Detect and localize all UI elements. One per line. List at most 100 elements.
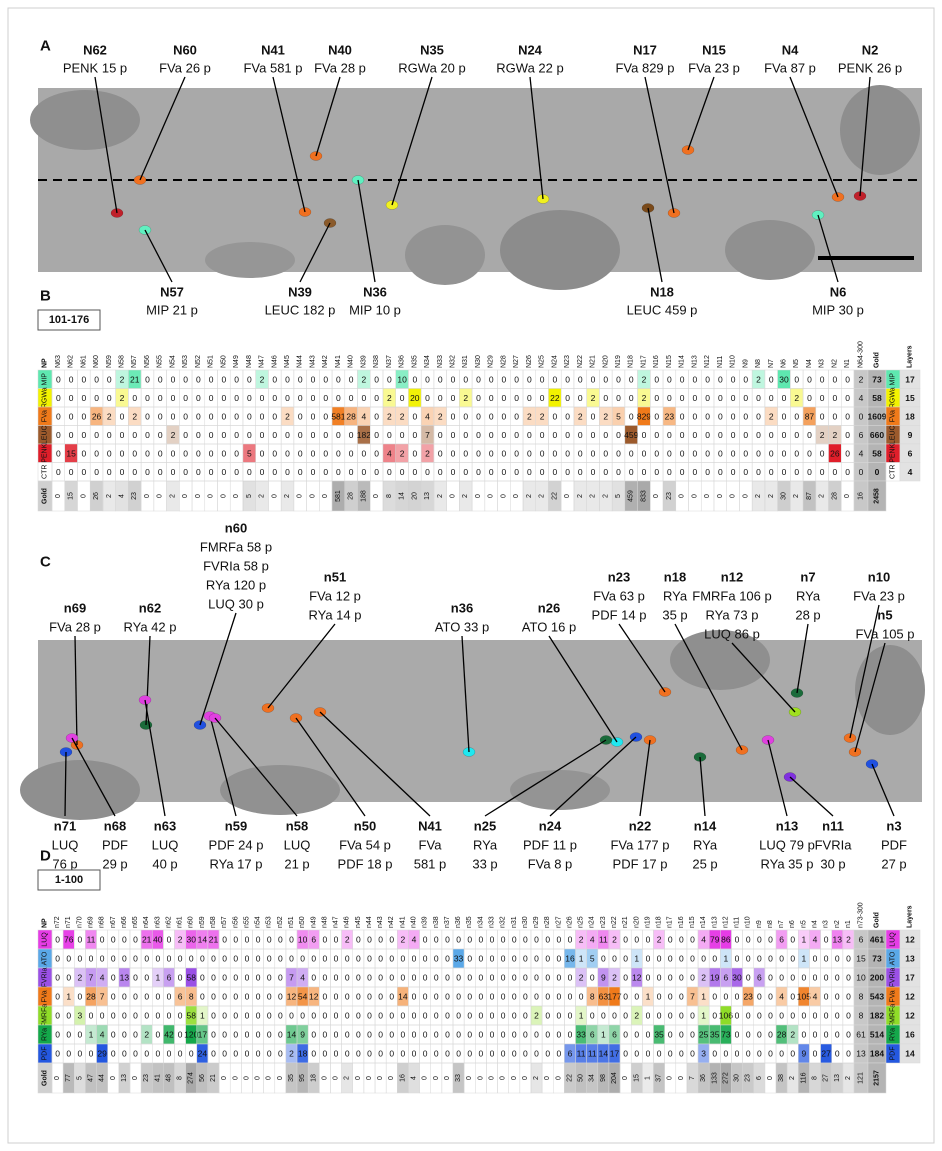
heat-cell-text: 0 bbox=[756, 393, 761, 403]
heat-cell-text: 2 bbox=[400, 448, 405, 458]
gold-row-cell-text: 18 bbox=[310, 1074, 317, 1082]
gold-row-cell-text: 38 bbox=[778, 1074, 785, 1082]
column-header: n4 bbox=[812, 920, 819, 928]
layers-cell-text: 17 bbox=[905, 374, 915, 384]
gold-row-cell-text: 15 bbox=[68, 492, 75, 500]
heat-cell-text: 0 bbox=[489, 411, 494, 421]
neuron-peptides: 76 p bbox=[52, 857, 77, 872]
heat-cell-text: 2 bbox=[642, 374, 647, 384]
heat-cell-text: 0 bbox=[209, 448, 214, 458]
column-header: N24 bbox=[551, 355, 558, 368]
neuron-peptides: PDF bbox=[102, 838, 128, 853]
neuron-peptides: FVa bbox=[419, 838, 443, 853]
heat-cell-text: 0 bbox=[565, 467, 570, 477]
neuron-name: N24 bbox=[518, 43, 543, 58]
gold-row-cell-text: 0 bbox=[422, 1076, 429, 1080]
heat-cell-text: 6 bbox=[724, 973, 729, 983]
heat-cell-text: 0 bbox=[456, 1049, 461, 1059]
heat-cell-text: 581 bbox=[331, 411, 345, 421]
heat-cell-text: 0 bbox=[463, 411, 468, 421]
heat-cell-text: 0 bbox=[731, 448, 736, 458]
column-header: N43 bbox=[309, 355, 316, 368]
heat-cell-text: 0 bbox=[438, 393, 443, 403]
heat-cell-text: 0 bbox=[552, 430, 557, 440]
heat-cell-text: 0 bbox=[668, 973, 673, 983]
heat-cell-text: 0 bbox=[445, 1011, 450, 1021]
heat-cell-text: 0 bbox=[272, 430, 277, 440]
heat-cell-text: 0 bbox=[183, 448, 188, 458]
heat-cell-text: 0 bbox=[579, 992, 584, 1002]
heat-cell-text: 0 bbox=[540, 430, 545, 440]
gold-cell-text: 73 bbox=[872, 374, 882, 384]
column-header: n25 bbox=[578, 916, 585, 928]
heat-cell-text: 0 bbox=[158, 430, 163, 440]
neuron-name: n24 bbox=[539, 819, 562, 834]
column-header: N23 bbox=[564, 355, 571, 368]
column-header: n52 bbox=[277, 916, 284, 928]
row-label-right-text: MIP bbox=[890, 373, 897, 386]
gold-row-cell-text: 2 bbox=[602, 494, 609, 498]
neuron-name: n11 bbox=[822, 819, 844, 834]
extra-column-header: n73-300 bbox=[858, 902, 865, 928]
heat-cell-text: 0 bbox=[69, 393, 74, 403]
heat-cell-text: 0 bbox=[782, 430, 787, 440]
heat-cell-text: 0 bbox=[122, 935, 127, 945]
heat-cell-text: 15 bbox=[66, 448, 76, 458]
neuron-peptides: 29 p bbox=[102, 857, 127, 872]
heat-cell-text: 28 bbox=[86, 992, 96, 1002]
heat-cell-text: 0 bbox=[374, 411, 379, 421]
column-header: n30 bbox=[522, 916, 529, 928]
gold-row-cell-text: 37 bbox=[656, 1074, 663, 1082]
column-header: n67 bbox=[110, 916, 117, 928]
gold-row-cell-text: 8 bbox=[177, 1076, 184, 1080]
row-label-right-text: PDF bbox=[890, 1047, 897, 1061]
heat-cell-text: 0 bbox=[824, 954, 829, 964]
column-header: N21 bbox=[590, 355, 597, 368]
heat-cell-text: 0 bbox=[794, 374, 799, 384]
heat-cell-text: 0 bbox=[55, 973, 60, 983]
heat-cell-text: 0 bbox=[345, 1049, 350, 1059]
heat-cell-text: 0 bbox=[629, 411, 634, 421]
heat-cell-text: 0 bbox=[743, 467, 748, 477]
heat-cell-text: 0 bbox=[680, 411, 685, 421]
neuron-peptides: FVa 829 p bbox=[615, 61, 674, 76]
heat-cell-text: 0 bbox=[565, 374, 570, 384]
heat-cell-text: 0 bbox=[132, 393, 137, 403]
heat-cell-text: 0 bbox=[222, 1011, 227, 1021]
heat-cell-text: 19 bbox=[710, 973, 720, 983]
heat-cell-text: 0 bbox=[256, 973, 261, 983]
column-header: n26 bbox=[566, 916, 573, 928]
heat-cell-text: 11 bbox=[577, 1049, 586, 1059]
heat-cell-text: 0 bbox=[267, 1030, 272, 1040]
gold-row-cell-text: 0 bbox=[208, 494, 215, 498]
heat-cell-text: 0 bbox=[523, 992, 528, 1002]
column-header: N61 bbox=[80, 355, 87, 368]
gold-row-cell-text: 28 bbox=[348, 492, 355, 500]
heat-cell-text: 0 bbox=[846, 954, 851, 964]
heat-cell-text: 0 bbox=[693, 411, 698, 421]
heat-cell-text: 0 bbox=[94, 467, 99, 477]
column-header: n39 bbox=[422, 916, 429, 928]
heat-cell-text: 0 bbox=[835, 1011, 840, 1021]
heat-cell-text: 6 bbox=[590, 1030, 595, 1040]
heat-cell-text: 2 bbox=[756, 374, 761, 384]
heat-cell-text: 0 bbox=[646, 973, 651, 983]
heat-cell-text: 2 bbox=[387, 393, 392, 403]
column-header: n57 bbox=[221, 916, 228, 928]
heat-cell-text: 0 bbox=[746, 954, 751, 964]
heat-cell-text: 0 bbox=[144, 973, 149, 983]
heat-cell-text: 0 bbox=[690, 973, 695, 983]
gold-row-cell-text: 0 bbox=[266, 1076, 273, 1080]
gold-row-cell-text: 30 bbox=[734, 1074, 741, 1082]
heat-cell-text: 0 bbox=[145, 393, 150, 403]
heat-cell-text: 0 bbox=[55, 935, 60, 945]
neuron-peptides: FVRIa 58 p bbox=[203, 559, 269, 574]
heat-cell-text: 0 bbox=[790, 954, 795, 964]
heat-cell-text: 0 bbox=[100, 1011, 105, 1021]
heat-cell-text: 0 bbox=[820, 411, 825, 421]
heat-cell-text: 0 bbox=[657, 954, 662, 964]
heat-cell-text: 0 bbox=[81, 393, 86, 403]
heat-cell-text: 0 bbox=[824, 992, 829, 1002]
heat-cell-text: 0 bbox=[89, 954, 94, 964]
heat-cell-text: 0 bbox=[278, 992, 283, 1002]
